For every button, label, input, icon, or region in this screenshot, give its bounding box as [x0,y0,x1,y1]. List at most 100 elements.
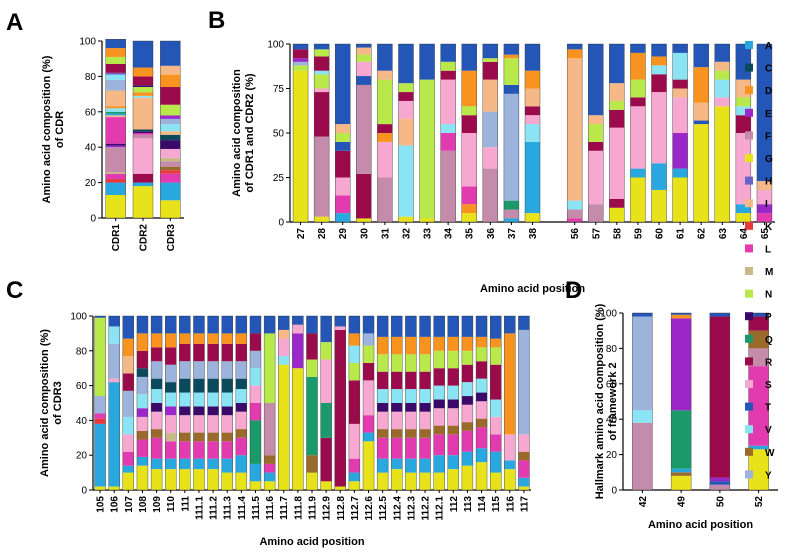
bar-segment [94,418,106,424]
bar-segment [122,373,134,391]
bar-segment [482,61,498,80]
bar-segment [672,79,688,89]
bar-segment [334,329,346,487]
bar-segment [377,354,389,372]
bar-segment [292,368,304,490]
bar-segment [377,458,389,473]
bar-segment [756,204,772,214]
bar-segment [133,95,153,98]
bar-segment [105,143,126,146]
bar-segment [709,313,730,317]
bar-segment [221,406,233,416]
y-axis-label-line: Hallmark amino acid composition (%) [594,303,606,499]
x-tick-label: 111.6 [265,496,276,520]
bar-segment [221,361,233,379]
bar-segment [748,348,769,367]
panel-letter-d: D [565,277,582,304]
bar-segment [504,434,516,461]
bar-segment [525,213,540,222]
bar-segment [133,173,153,183]
bar-segment [193,333,205,344]
bar-segment [461,106,477,116]
legend-label: K [765,222,773,233]
bar-segment [609,83,625,101]
bar-segment [476,401,488,419]
legend-swatch [745,131,753,140]
bar-segment [447,336,459,351]
bar-segment [567,58,583,201]
bar-segment [490,399,502,417]
legend-swatch [745,380,753,388]
bar-segment [398,118,414,146]
bar-segment [671,475,692,490]
bar-segment [490,451,502,473]
y-tick-label: 25 [273,173,285,184]
bar-segment [672,97,688,133]
bar-segment [440,133,456,151]
bar-segment [221,458,233,473]
bar-segment [151,361,163,379]
bar-segment [122,451,134,466]
legend-label: W [765,448,775,459]
bar-segment [221,392,233,407]
bar-segment [160,200,181,218]
bar-segment [632,422,653,490]
bar-segment [405,403,417,412]
bar-segment [651,44,667,57]
y-tick-label: 20 [76,451,88,462]
legend-label: S [765,380,772,391]
bar-segment [207,432,219,442]
bar-segment [105,194,126,218]
bar-segment [160,157,181,162]
bar-segment [278,356,290,365]
bar-segment [630,79,646,98]
bar-segment [264,316,276,334]
bar-segment [335,195,351,214]
bar-segment [193,378,205,393]
bar-segment [207,343,219,362]
y-axis-label-line: Amino acid composition (%) [39,329,51,477]
bar-segment [235,343,247,362]
bar-segment [348,380,360,424]
bar-segment [588,115,604,125]
bar-segment [735,106,751,116]
bar-segment [335,44,351,125]
bar-segment [672,168,688,178]
bar-segment [105,48,126,57]
amino-acid-legend: A CD EF G HI KL M NP QR S TV WY [745,41,775,481]
bar-segment [630,168,646,178]
x-axis-label: Amino acid position [648,519,753,531]
bar-segment [151,411,163,430]
bar-segment [609,207,625,222]
bar-segment [461,115,477,133]
bar-segment [567,44,583,50]
bar-segment [133,41,153,68]
bar-segment [693,102,709,121]
bar-segment [433,336,445,351]
bar-segment [525,44,540,71]
bar-segment [108,316,120,327]
bar-segment [235,472,247,490]
bar-segment [221,432,233,442]
y-axis-label-line: of framework 2 [607,362,619,440]
bar-segment [320,359,332,403]
bar-segment [348,333,360,346]
bar-segment [105,74,126,80]
x-tick-label: 27 [296,228,307,240]
bar-segment [714,97,730,107]
bar-segment [160,161,181,167]
bar-segment [693,67,709,103]
bar-segment [461,404,473,423]
bar-segment [160,182,181,201]
bar-segment [122,416,134,435]
bar-segment [419,79,435,219]
x-tick-label: 63 [718,228,729,240]
bar-segment [193,392,205,407]
legend-label: V [765,425,772,436]
bar-segment [490,364,502,400]
bar-segment [264,333,276,403]
y-tick-label: 100 [600,309,617,320]
x-tick-label: 111.8 [293,496,304,520]
bar-segment [377,79,393,125]
bar-segment [461,133,477,187]
